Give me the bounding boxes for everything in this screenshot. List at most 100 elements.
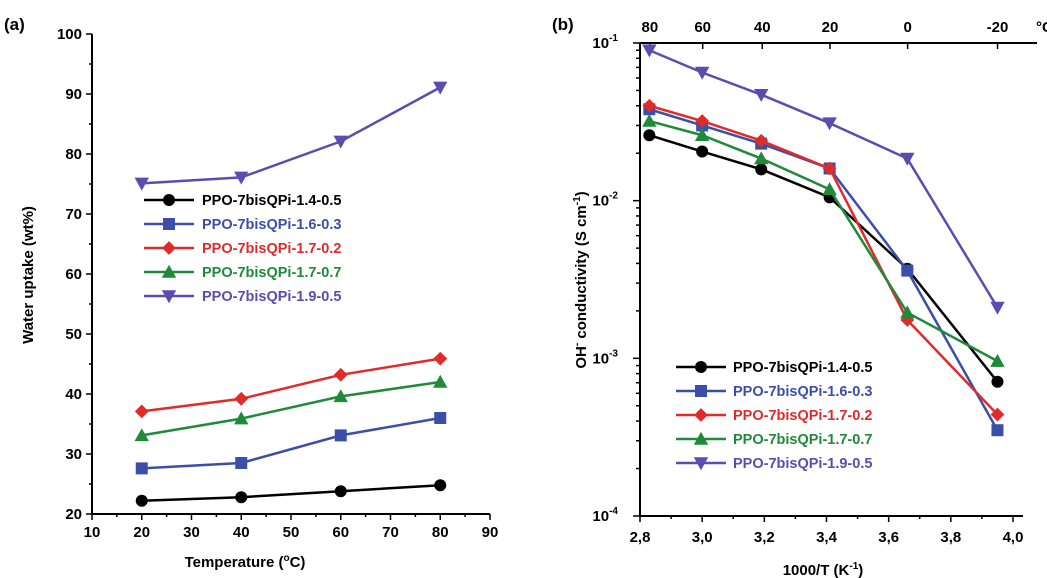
panel-b-legend-label: PPO-7bisQPi-1.7-0.2 — [733, 408, 872, 424]
panel-b-data-point — [901, 264, 914, 277]
panel-a-data-point — [134, 428, 149, 442]
panel-a-y-axis-title: Water uptake (wt%) — [20, 206, 37, 344]
panel-b-legend: PPO-7bisQPi-1.4-0.5 PPO-7bisQPi-1.6-0.3 PP… — [676, 360, 872, 472]
panel-b-conductivity: (b) 1000/T (K-1) OH- conductivity (S cm-… — [552, 15, 1047, 578]
panel-b-data-point — [990, 301, 1005, 315]
panel-b-legend-marker — [694, 408, 708, 422]
panel-a-data-point — [433, 351, 448, 366]
panel-a-y-tick-label: 80 — [65, 146, 82, 163]
panel-b-y-axis-title: OH- conductivity (S cm-1) — [572, 191, 590, 368]
panel-a-legend: PPO-7bisQPi-1.4-0.5 PPO-7bisQPi-1.6-0.3 PP… — [144, 193, 341, 305]
panel-b-top-tick-label: 60 — [694, 19, 711, 36]
panel-b-data-point — [900, 305, 915, 319]
panel-b-top-tick-label: -20 — [987, 19, 1009, 36]
panel-a-series-line — [141, 357, 441, 413]
panel-a-y-tick-label: 20 — [65, 506, 82, 523]
panel-b-y-tick-label: 10-3 — [592, 348, 618, 367]
panel-a-data-point — [135, 494, 148, 507]
panel-b-data-point — [754, 151, 769, 165]
panel-a-label: (a) — [4, 15, 25, 34]
panel-a-x-tick-label: 70 — [382, 524, 399, 541]
panel-b-data-point — [694, 128, 710, 141]
panel-b-y-tick-label: 10-1 — [592, 33, 618, 52]
panel-a-data-point — [235, 457, 248, 469]
panel-a-water-uptake: (a) Temperature (oC) Water uptake (wt%) … — [4, 15, 498, 571]
panel-b-data-point — [991, 424, 1004, 437]
panel-a-legend-label: PPO-7bisQPi-1.7-0.7 — [202, 265, 341, 281]
panel-b-y-tick-base: 10 — [592, 350, 609, 367]
panel-b-y-tick-exponent: -3 — [609, 348, 618, 359]
panel-a-legend-marker — [162, 241, 176, 255]
panel-a-x-tick-label: 80 — [432, 524, 449, 541]
panel-b-series-line — [648, 104, 999, 416]
panel-a-legend-label: PPO-7bisQPi-1.6-0.3 — [202, 217, 341, 233]
panel-a-x-tick-label: 20 — [133, 524, 150, 541]
panel-b-series — [642, 44, 1005, 437]
panel-a-legend-marker — [163, 194, 175, 206]
panel-a-data-point — [333, 367, 348, 382]
panel-b-series-line — [648, 49, 999, 309]
panel-a-data-point — [433, 81, 448, 95]
panel-b-data-point — [822, 117, 837, 131]
panel-a-series-line — [141, 86, 441, 185]
panel-b-top-tick-label: 40 — [754, 19, 771, 36]
panel-a-y-tick-label: 40 — [65, 386, 82, 403]
panel-b-data-point — [694, 66, 710, 80]
panel-a-data-point — [234, 411, 249, 425]
panel-b-x-tick-label: 3,8 — [940, 529, 961, 546]
panel-b-data-point — [642, 113, 657, 127]
panel-a-legend-marker — [163, 218, 175, 230]
panel-a-data-point — [235, 491, 248, 504]
panel-a-x-tick-label: 90 — [482, 524, 499, 541]
panel-b-x-tick-label: 3,4 — [816, 529, 838, 546]
panel-b-y-tick-label: 10-4 — [592, 506, 618, 525]
panel-a-series-line — [141, 483, 441, 503]
panel-b-data-point — [755, 163, 768, 176]
panel-b-x-tick-label: 3,0 — [692, 529, 713, 546]
panel-b-x-tick-label: 3,6 — [878, 529, 899, 546]
panel-a-y-tick-label: 50 — [65, 326, 82, 343]
panel-a-legend-label: PPO-7bisQPi-1.7-0.2 — [202, 241, 341, 257]
panel-a-series-line — [141, 380, 441, 437]
panel-b-data-point — [695, 114, 710, 128]
panel-a-data-point — [334, 429, 347, 442]
panel-a-x-tick-label: 60 — [332, 524, 349, 541]
panel-a-series-line — [141, 416, 441, 470]
panel-b-series-line — [648, 134, 999, 383]
panel-a-legend-marker — [161, 290, 177, 304]
panel-b-legend-label: PPO-7bisQPi-1.7-0.7 — [733, 432, 872, 448]
panel-b-legend-marker — [693, 431, 709, 445]
panel-b-axes: 2,8 3,0 3,2 3,4 3,6 3,8 4,010-410-310-210-180 6… — [592, 19, 1047, 546]
panel-b-series-line — [648, 108, 999, 431]
panel-b-data-point — [696, 145, 709, 158]
panel-b-x-tick-label: 4,0 — [1003, 529, 1024, 546]
panel-a-data-point — [134, 404, 149, 419]
panel-b-top-axis-unit: °C — [1036, 19, 1047, 36]
panel-b-data-point — [990, 353, 1005, 367]
panel-a-y-tick-label: 70 — [65, 206, 82, 223]
panel-a-x-tick-label: 30 — [183, 524, 200, 541]
panel-a-y-tick-label: 30 — [65, 446, 82, 463]
panel-a-data-point — [334, 485, 347, 498]
panel-a-data-point — [333, 135, 348, 149]
panel-b-data-point — [822, 161, 837, 176]
panel-b-data-point — [990, 407, 1005, 422]
panel-b-label: (b) — [552, 15, 574, 34]
panel-a-x-axis-title: Temperature (oC) — [185, 553, 306, 571]
panel-a-y-tick-label: 90 — [65, 86, 82, 103]
panel-b-x-tick-label: 3,2 — [754, 529, 775, 546]
panel-a-legend-label: PPO-7bisQPi-1.4-0.5 — [202, 193, 341, 209]
panel-a-data-point — [434, 412, 447, 424]
panel-a-data-point — [434, 479, 447, 492]
panel-b-legend-marker — [695, 385, 707, 397]
panel-b-y-tick-exponent: -1 — [609, 33, 618, 44]
panel-b-legend-label: PPO-7bisQPi-1.9-0.5 — [733, 456, 872, 472]
panel-a-series — [134, 81, 448, 507]
panel-b-legend-marker — [693, 457, 709, 471]
panel-a-x-tick-label: 50 — [283, 524, 300, 541]
panel-b-x-tick-label: 2,8 — [630, 529, 651, 546]
panel-b-y-tick-base: 10 — [592, 35, 609, 52]
panel-b-legend-label: PPO-7bisQPi-1.4-0.5 — [733, 360, 872, 376]
